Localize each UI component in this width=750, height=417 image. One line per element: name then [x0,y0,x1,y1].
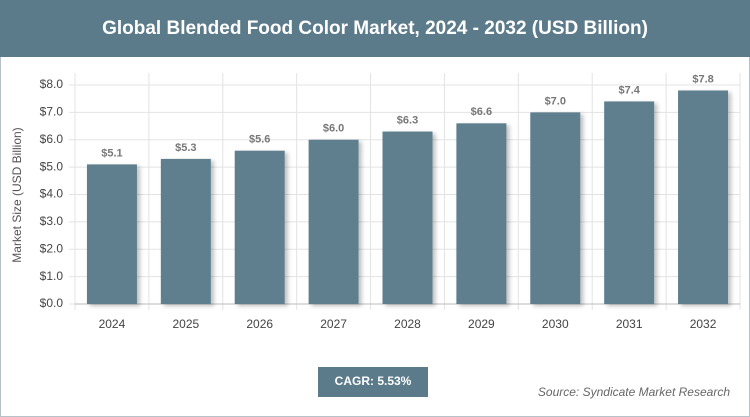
x-tick-label: 2027 [320,317,347,331]
y-tick-label: $7.0 [40,105,64,119]
value-label: $7.8 [692,73,713,85]
source-note: Source: Syndicate Market Research [538,385,730,399]
value-label: $6.6 [471,106,492,118]
bar [234,150,285,304]
x-tick-label: 2026 [246,317,273,331]
bar [678,90,729,304]
y-tick-label: $2.0 [40,241,64,255]
bar [530,112,581,304]
value-label: $6.3 [397,114,418,126]
value-label: $7.4 [618,84,640,96]
y-tick-label: $6.0 [40,132,64,146]
bar [382,131,433,304]
bar [308,139,359,304]
x-tick-label: 2030 [542,317,569,331]
value-label: $5.1 [101,147,122,159]
x-tick-label: 2028 [394,317,421,331]
x-tick-label: 2029 [468,317,495,331]
x-tick-label: 2031 [616,317,643,331]
bar [456,123,507,304]
y-axis-label: Market Size (USD Billion) [10,127,24,262]
y-tick-label: $5.0 [40,159,64,173]
y-tick-label: $4.0 [40,187,64,201]
value-label: $6.0 [323,123,344,135]
y-tick-label: $8.0 [40,77,64,91]
x-tick-label: 2025 [172,317,199,331]
value-label: $5.3 [175,142,196,154]
y-tick-label: $0.0 [40,296,64,310]
bar [160,158,211,304]
cagr-label: CAGR: 5.53% [335,374,412,388]
y-tick-label: $3.0 [40,214,64,228]
header-bar [0,0,750,57]
value-label: $5.6 [249,134,270,146]
bar [604,101,655,304]
chart-title: Global Blended Food Color Market, 2024 -… [102,18,648,39]
cagr-box [318,367,428,397]
y-tick-label: $1.0 [40,269,64,283]
value-label: $7.0 [545,95,566,107]
x-tick-label: 2032 [690,317,717,331]
bar [86,164,137,304]
x-tick-label: 2024 [99,317,126,331]
